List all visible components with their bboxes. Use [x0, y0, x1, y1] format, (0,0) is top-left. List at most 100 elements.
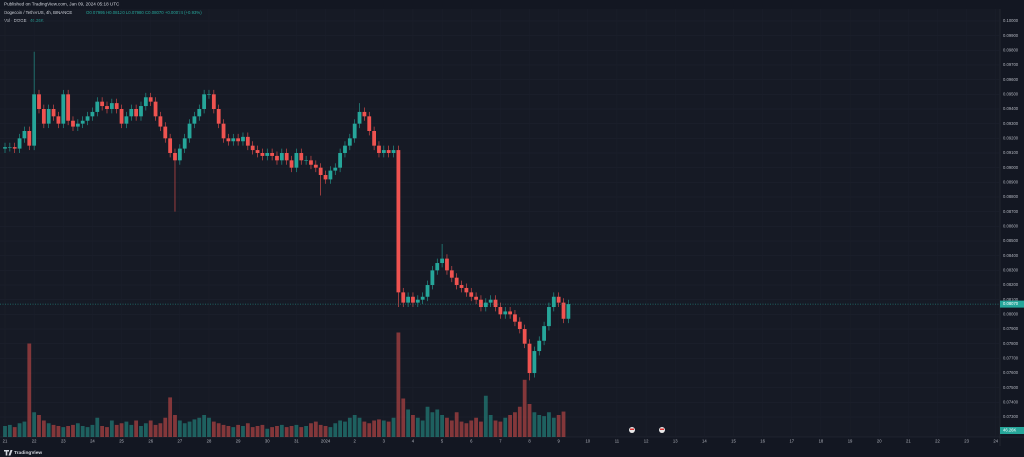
volume-bar [420, 420, 425, 437]
y-tick-label: 0.08300 [1003, 267, 1019, 272]
x-tick-label: 8 [528, 439, 531, 444]
volume-bar [226, 426, 231, 437]
candle-body [109, 103, 114, 109]
candle-body [216, 108, 221, 124]
candle-body [12, 147, 17, 149]
candle-body [357, 111, 362, 124]
volume-bar [129, 424, 134, 437]
volume-bar [449, 420, 454, 437]
y-tick-label: 0.10000 [1003, 18, 1019, 23]
y-tick-label: 0.08700 [1003, 209, 1019, 214]
volume-bar [245, 423, 250, 437]
y-tick-label: 0.08200 [1003, 282, 1019, 287]
volume-bar [241, 426, 245, 437]
volume-bar [56, 426, 61, 437]
volume-bar [440, 415, 444, 437]
candle-body [372, 130, 377, 146]
candle-body [22, 130, 27, 139]
volume-bar [100, 426, 105, 437]
candle-body [17, 138, 22, 149]
candle-body [260, 153, 265, 156]
volume-bar [105, 427, 109, 437]
candle-body [401, 292, 406, 303]
y-tick-label: 0.09800 [1003, 47, 1019, 52]
candle-body [231, 138, 236, 142]
y-tick-label: 0.08500 [1003, 238, 1019, 243]
y-tick-label: 0.08100 [1003, 297, 1019, 302]
volume-bar [61, 427, 66, 437]
candle-body [338, 153, 343, 168]
y-tick-label: 0.07500 [1003, 385, 1019, 390]
volume-bar [338, 420, 343, 437]
ohlc-legend: O0.07995 H0.08120 L0.07980 C0.08070 +0.0… [86, 10, 202, 15]
volume-bar [430, 412, 435, 437]
x-tick-label: 30 [265, 439, 270, 444]
volume-bar [561, 411, 566, 437]
volume-bar [75, 423, 80, 437]
volume-bar [391, 417, 396, 437]
volume-bar [381, 420, 386, 437]
x-tick-label: 13 [673, 439, 678, 444]
candle-body [396, 150, 401, 293]
y-tick-label: 0.07800 [1003, 341, 1019, 346]
candle-body [226, 138, 231, 142]
volume-bar [95, 417, 100, 437]
volume-bar [323, 426, 328, 437]
volume-bar [367, 423, 372, 437]
candle-body [304, 160, 309, 161]
candle-body [173, 153, 177, 161]
candle-body [464, 287, 469, 293]
candle-body [551, 296, 556, 308]
candle-body [158, 116, 163, 127]
volume-bar [493, 420, 498, 437]
volume-bar [51, 424, 56, 437]
candle-body [566, 304, 571, 319]
candle-body [522, 329, 527, 344]
y-tick-label: 0.09000 [1003, 165, 1019, 170]
volume-bar [299, 427, 304, 437]
volume-bar [216, 423, 221, 437]
volume-bar [469, 420, 474, 437]
x-tick-label: 29 [236, 439, 241, 444]
volume-bar [289, 426, 294, 437]
volume-bar [7, 424, 12, 437]
volume-bar [197, 417, 202, 437]
x-tick-label: 9 [557, 439, 560, 444]
candle-body [187, 123, 192, 139]
volume-bar [488, 415, 493, 437]
candle-body [508, 311, 512, 315]
y-tick-label: 0.09500 [1003, 91, 1019, 96]
candle-body [479, 299, 483, 308]
x-tick-label: 10 [585, 439, 590, 444]
candle-body [56, 116, 61, 124]
volume-bar [182, 423, 187, 437]
candle-body [114, 103, 119, 109]
candle-body [391, 150, 396, 154]
y-tick-label: 0.07600 [1003, 370, 1019, 375]
candle-body [275, 155, 279, 161]
volume-bar [236, 424, 241, 437]
volume-bar [454, 412, 459, 437]
volume-bar [542, 416, 546, 437]
volume-bar [474, 417, 478, 437]
x-tick-label: 25 [119, 439, 124, 444]
candle-body [381, 150, 386, 154]
volume-bar [304, 426, 309, 437]
x-tick-label: 6 [470, 439, 473, 444]
candle-body [192, 116, 197, 124]
candle-body [362, 111, 367, 117]
candle-body [61, 94, 66, 124]
volume-bar [90, 424, 95, 437]
x-tick-label: 31 [294, 439, 299, 444]
candle-body [488, 299, 493, 303]
x-tick-label: 2 [354, 439, 357, 444]
candle-body [547, 307, 551, 327]
volume-bar [551, 417, 556, 437]
volume-bar [294, 424, 299, 437]
volume-bar [508, 415, 512, 437]
y-tick-label: 0.09900 [1003, 33, 1019, 38]
volume-bar [347, 417, 352, 437]
candle-body [250, 145, 255, 151]
volume-bar [313, 421, 318, 437]
candle-body [124, 116, 129, 124]
